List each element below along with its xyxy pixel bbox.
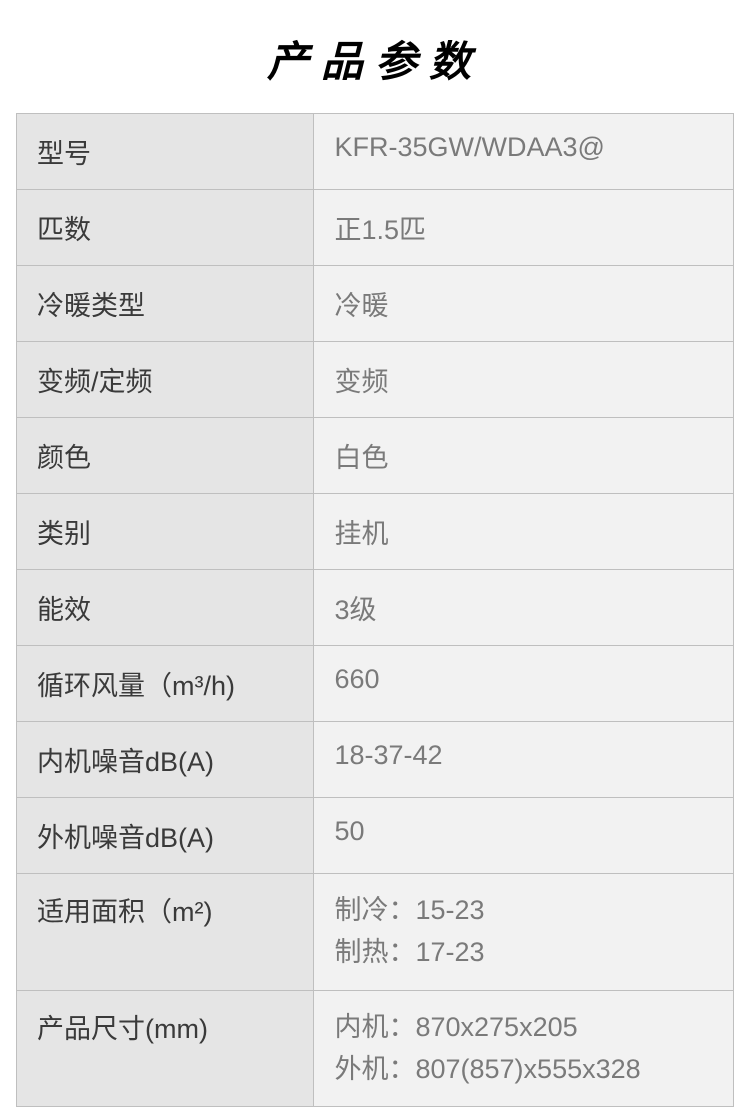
table-row: 能效 3级 [17, 570, 734, 646]
table-row: 适用面积（m²) 制冷：15-23 制热：17-23 [17, 874, 734, 991]
spec-value-multi: 制冷：15-23 制热：17-23 [314, 874, 734, 991]
spec-value: 50 [314, 798, 734, 874]
table-row: 内机噪音dB(A) 18-37-42 [17, 722, 734, 798]
table-row: 产品尺寸(mm) 内机：870x275x205 外机：807(857)x555x… [17, 990, 734, 1107]
spec-label: 能效 [17, 570, 314, 646]
spec-value-line: 内机：870x275x205 [334, 1007, 713, 1049]
spec-label: 匹数 [17, 190, 314, 266]
spec-table: 型号 KFR-35GW/WDAA3@ 匹数 正1.5匹 冷暖类型 冷暖 变频/定… [16, 113, 734, 1107]
spec-value: 变频 [314, 342, 734, 418]
table-row: 变频/定频 变频 [17, 342, 734, 418]
spec-label: 变频/定频 [17, 342, 314, 418]
table-row: 颜色 白色 [17, 418, 734, 494]
spec-value: 正1.5匹 [314, 190, 734, 266]
spec-label: 冷暖类型 [17, 266, 314, 342]
spec-value: 3级 [314, 570, 734, 646]
spec-label: 外机噪音dB(A) [17, 798, 314, 874]
spec-container: 产品参数 型号 KFR-35GW/WDAA3@ 匹数 正1.5匹 冷暖类型 冷暖… [0, 0, 750, 1107]
table-row: 匹数 正1.5匹 [17, 190, 734, 266]
spec-label: 产品尺寸(mm) [17, 990, 314, 1107]
spec-value: 冷暖 [314, 266, 734, 342]
table-row: 循环风量（m³/h) 660 [17, 646, 734, 722]
spec-label: 颜色 [17, 418, 314, 494]
spec-value: 660 [314, 646, 734, 722]
spec-label: 内机噪音dB(A) [17, 722, 314, 798]
spec-value-line: 制热：17-23 [334, 932, 713, 974]
spec-value-line: 外机：807(857)x555x328 [334, 1049, 713, 1091]
spec-label: 循环风量（m³/h) [17, 646, 314, 722]
table-row: 冷暖类型 冷暖 [17, 266, 734, 342]
table-row: 型号 KFR-35GW/WDAA3@ [17, 114, 734, 190]
spec-value-multi: 内机：870x275x205 外机：807(857)x555x328 [314, 990, 734, 1107]
spec-value-line: 制冷：15-23 [334, 890, 713, 932]
spec-table-body: 型号 KFR-35GW/WDAA3@ 匹数 正1.5匹 冷暖类型 冷暖 变频/定… [17, 114, 734, 1107]
spec-value: 白色 [314, 418, 734, 494]
table-row: 外机噪音dB(A) 50 [17, 798, 734, 874]
table-row: 类别 挂机 [17, 494, 734, 570]
spec-label: 适用面积（m²) [17, 874, 314, 991]
spec-value: 挂机 [314, 494, 734, 570]
spec-value: 18-37-42 [314, 722, 734, 798]
spec-label: 类别 [17, 494, 314, 570]
page-title: 产品参数 [0, 0, 750, 113]
spec-value: KFR-35GW/WDAA3@ [314, 114, 734, 190]
spec-label: 型号 [17, 114, 314, 190]
